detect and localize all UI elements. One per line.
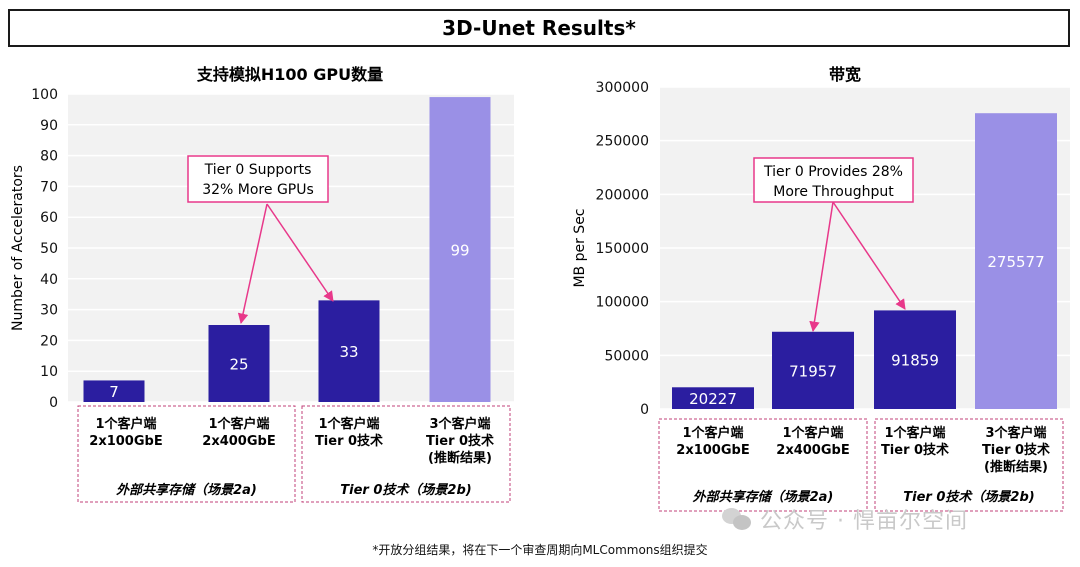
chart-title: 支持模拟H100 GPU数量 [196,65,383,84]
annotation-text: Tier 0 Supports [204,162,312,178]
y-tick-label: 150000 [596,241,649,257]
bar [83,380,145,402]
footnote: *开放分组结果，将在下一个审查周期向MLCommons组织提交 [372,543,708,557]
annotation-text: More Throughput [773,184,894,200]
bar [208,325,270,402]
annotation-box [187,155,329,203]
category-label: 2x100GbE [89,434,162,449]
bar-value-label: 91859 [891,352,939,370]
y-tick-label: 100 [31,87,58,103]
y-axis-label: Number of Accelerators [10,165,26,331]
bar [772,331,854,409]
category-label: 1个客户端 [682,425,743,441]
annotation-arrow [809,201,834,333]
y-tick-label: 0 [640,402,649,418]
category-label: 2x400GbE [776,443,849,458]
category-label: 1个客户端 [208,416,269,432]
y-tick-label: 50000 [604,348,649,364]
category-label: 1个客户端 [884,425,945,441]
category-label: 1个客户端 [318,416,379,432]
y-tick-label: 90 [40,118,58,134]
y-tick-label: 300000 [596,80,649,96]
category-label: 2x400GbE [202,434,275,449]
bar-value-label: 71957 [789,362,837,380]
group-label: 外部共享存储（场景2a) [115,482,257,498]
group-box [77,405,296,503]
watermark-text: 公众号 · 悍亩尔空间 [760,509,968,534]
category-label: 3个客户端 [985,425,1046,441]
category-label: 2x100GbE [676,443,749,458]
y-tick-label: 20 [40,333,58,349]
category-label: Tier 0技术 [881,442,949,458]
wechat-icon [722,506,752,532]
bar-value-label: 99 [450,242,469,260]
annotation-box [753,157,914,203]
annotation-text: Tier 0 Provides 28% [763,164,903,180]
bar-value-label: 20227 [689,390,737,408]
bar-value-label: 275577 [987,253,1044,271]
bar-value-label: 25 [229,356,248,374]
chart-title: 带宽 [829,65,861,84]
y-tick-label: 30 [40,303,58,319]
annotation-arrow [266,203,334,302]
category-label: 1个客户端 [95,416,156,432]
category-label: Tier 0技术 [315,433,383,449]
y-tick-label: 60 [40,210,58,226]
bar-value-label: 33 [339,343,358,361]
category-label: 3个客户端 [429,416,490,432]
annotation-arrow [237,203,268,325]
category-label: (推断结果) [428,450,492,466]
results-title: 3D-Unet Results* [8,9,1070,47]
annotation-arrow [832,201,906,310]
bar [318,300,380,402]
group-box [301,405,511,503]
bar [975,113,1057,409]
bar [874,310,956,409]
category-label: Tier 0技术 [982,442,1050,458]
y-tick-label: 40 [40,272,58,288]
category-label: Tier 0技术 [426,433,494,449]
y-tick-label: 10 [40,364,58,380]
y-tick-label: 0 [49,395,58,411]
y-tick-label: 100000 [596,295,649,311]
y-tick-label: 80 [40,149,58,165]
y-tick-label: 50 [40,241,58,257]
bar [429,97,491,402]
y-tick-label: 250000 [596,134,649,150]
y-tick-label: 70 [40,179,58,195]
group-label: 外部共享存储（场景2a) [692,489,834,505]
bar [672,387,754,409]
category-label: (推断结果) [984,459,1048,475]
category-label: 1个客户端 [782,425,843,441]
y-tick-label: 200000 [596,187,649,203]
watermark: 公众号 · 悍亩尔空间 [722,503,968,535]
group-label: Tier 0技术（场景2b) [903,489,1034,505]
bar-value-label: 7 [109,383,119,401]
y-axis-label: MB per Sec [572,208,588,287]
annotation-text: 32% More GPUs [202,182,314,198]
group-label: Tier 0技术（场景2b) [340,482,471,498]
